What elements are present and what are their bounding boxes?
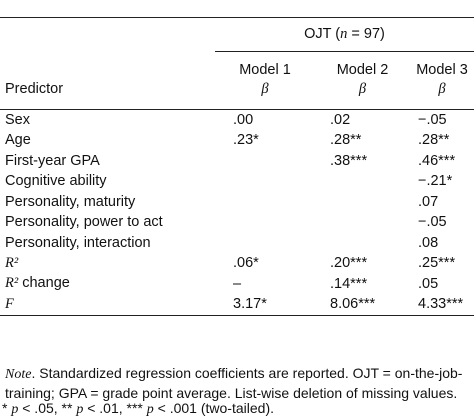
table-cell: .38*** (330, 152, 368, 169)
table-cell: .07 (418, 193, 439, 210)
table-row: Cognitive ability −.21* (0, 171, 474, 192)
text: < .001 (two-tailed). (153, 400, 274, 416)
table-cell: .05 (418, 275, 439, 292)
table-cell: −.05 (418, 214, 447, 231)
table-cell: .23* (233, 132, 259, 149)
empty-cell (215, 151, 315, 172)
column-symbol: β (358, 80, 367, 97)
table-cell: 4.33*** (418, 296, 464, 313)
empty-cell (215, 192, 315, 213)
row-label: First-year GPA (5, 152, 100, 169)
table-cell: .06* (233, 255, 259, 272)
text: p (146, 402, 154, 417)
table-cell: 3.17* (233, 296, 267, 313)
empty-cell (215, 171, 315, 192)
text: p (76, 402, 84, 417)
row-label: Age (5, 132, 31, 149)
table-cell: – (233, 275, 242, 292)
table-row: R² change – .14*** .05 (0, 274, 474, 295)
table-cell: .28** (330, 132, 362, 149)
note: Note. Standardized regression coefficien… (5, 364, 470, 403)
text: Note (5, 367, 32, 382)
column-header: Model 2 (336, 62, 389, 79)
text: * (2, 400, 12, 416)
text: < .05, ** (18, 400, 77, 416)
text: < .01, *** (83, 400, 147, 416)
text: change (18, 275, 70, 292)
stub-header: Predictor (5, 80, 64, 97)
table-row: Personality, power to act −.05 (0, 212, 474, 233)
footnote: * p < .05, ** p < .01, *** p < .001 (two… (2, 400, 274, 418)
empty-cell (215, 233, 315, 254)
table-row: Sex .00 .02 −.05 (0, 109, 474, 130)
table-row: Age .23* .28** .28** (0, 130, 474, 151)
table-cell: .25*** (418, 255, 456, 272)
empty-cell (215, 212, 315, 233)
table-cell: .46*** (418, 152, 456, 169)
text: = 97) (347, 26, 385, 42)
row-label: F (5, 295, 14, 312)
text: R² (5, 275, 19, 292)
row-label: R² change (0, 274, 215, 295)
empty-cell (315, 171, 410, 192)
table-row: Personality, maturity .07 (0, 192, 474, 213)
text: p (11, 402, 19, 417)
table-cell: .02 (330, 111, 351, 128)
table-cell: −.05 (418, 111, 447, 128)
table-cell: .00 (233, 111, 254, 128)
text: n (340, 26, 348, 42)
table-row: Personality, interaction .08 (0, 233, 474, 254)
table-row: F 3.17* 8.06*** 4.33*** (0, 294, 474, 315)
regression-table: OJT (n = 97) Model 1 Model 2 Model 3 Pre… (0, 17, 474, 316)
table-cell: .08 (418, 234, 439, 251)
table-body: Sex .00 .02 −.05 Age .23* .28** .28** First-year… (0, 109, 474, 315)
table-cell: −.21* (418, 173, 453, 190)
empty-cell (315, 192, 410, 213)
table-cell: .20*** (330, 255, 368, 272)
row-label: Personality, power to act (5, 214, 163, 231)
group-header: OJT (n = 97) (215, 17, 474, 52)
table-cell: .28** (418, 132, 450, 149)
table-cell: .14*** (330, 275, 368, 292)
empty-cell (315, 233, 410, 254)
table-row: First-year GPA .38*** .46*** (0, 151, 474, 172)
row-label: Cognitive ability (5, 173, 107, 190)
row-label: Sex (5, 111, 30, 128)
table-row: R² .06* .20*** .25*** (0, 253, 474, 274)
row-label: Personality, maturity (5, 193, 136, 210)
empty-cell (315, 212, 410, 233)
column-symbol: β (261, 80, 269, 97)
column-header: Model 1 (239, 62, 291, 79)
column-symbol: β (438, 80, 446, 97)
text: OJT ( (304, 26, 341, 42)
table-cell: 8.06*** (330, 296, 376, 313)
column-header: Model 3 (416, 62, 468, 79)
row-label: R² (5, 254, 19, 271)
text: . Standardized regression coefficients a… (5, 365, 463, 401)
row-label: Personality, interaction (5, 234, 151, 251)
